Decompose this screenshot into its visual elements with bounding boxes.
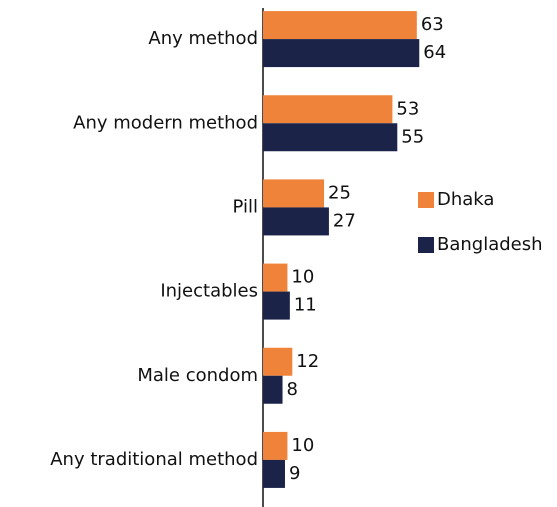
bar [263,207,329,236]
bar [263,11,417,40]
data-label: 10 [291,267,314,288]
bar [263,375,283,404]
legend-label: Bangladesh [437,234,543,255]
data-label: 8 [287,379,298,400]
data-label: 9 [289,463,300,484]
data-label: 25 [328,182,351,203]
data-label: 10 [291,435,314,456]
bar [263,95,393,124]
category-label: Pill [233,196,258,217]
bar [263,291,290,320]
category-label: Male condom [137,365,258,386]
category-label: Any modern method [73,112,258,133]
category-label: Any method [148,28,258,49]
bar [263,263,288,292]
bar [263,347,293,376]
bar [263,431,288,460]
bar [263,179,325,208]
data-label: 53 [396,98,419,119]
category-label: Injectables [160,281,258,302]
data-label: 63 [421,14,444,35]
bar [263,123,398,152]
bar [263,459,285,488]
category-label: Any traditional method [50,449,258,470]
bar [263,39,420,68]
legend-swatch [418,192,434,208]
data-label: 27 [333,210,356,231]
legend-label: Dhaka [437,189,494,210]
data-label: 64 [423,42,446,63]
data-label: 12 [296,351,319,372]
data-label: 55 [401,126,424,147]
legend-swatch [418,237,434,253]
data-label: 11 [294,295,317,316]
